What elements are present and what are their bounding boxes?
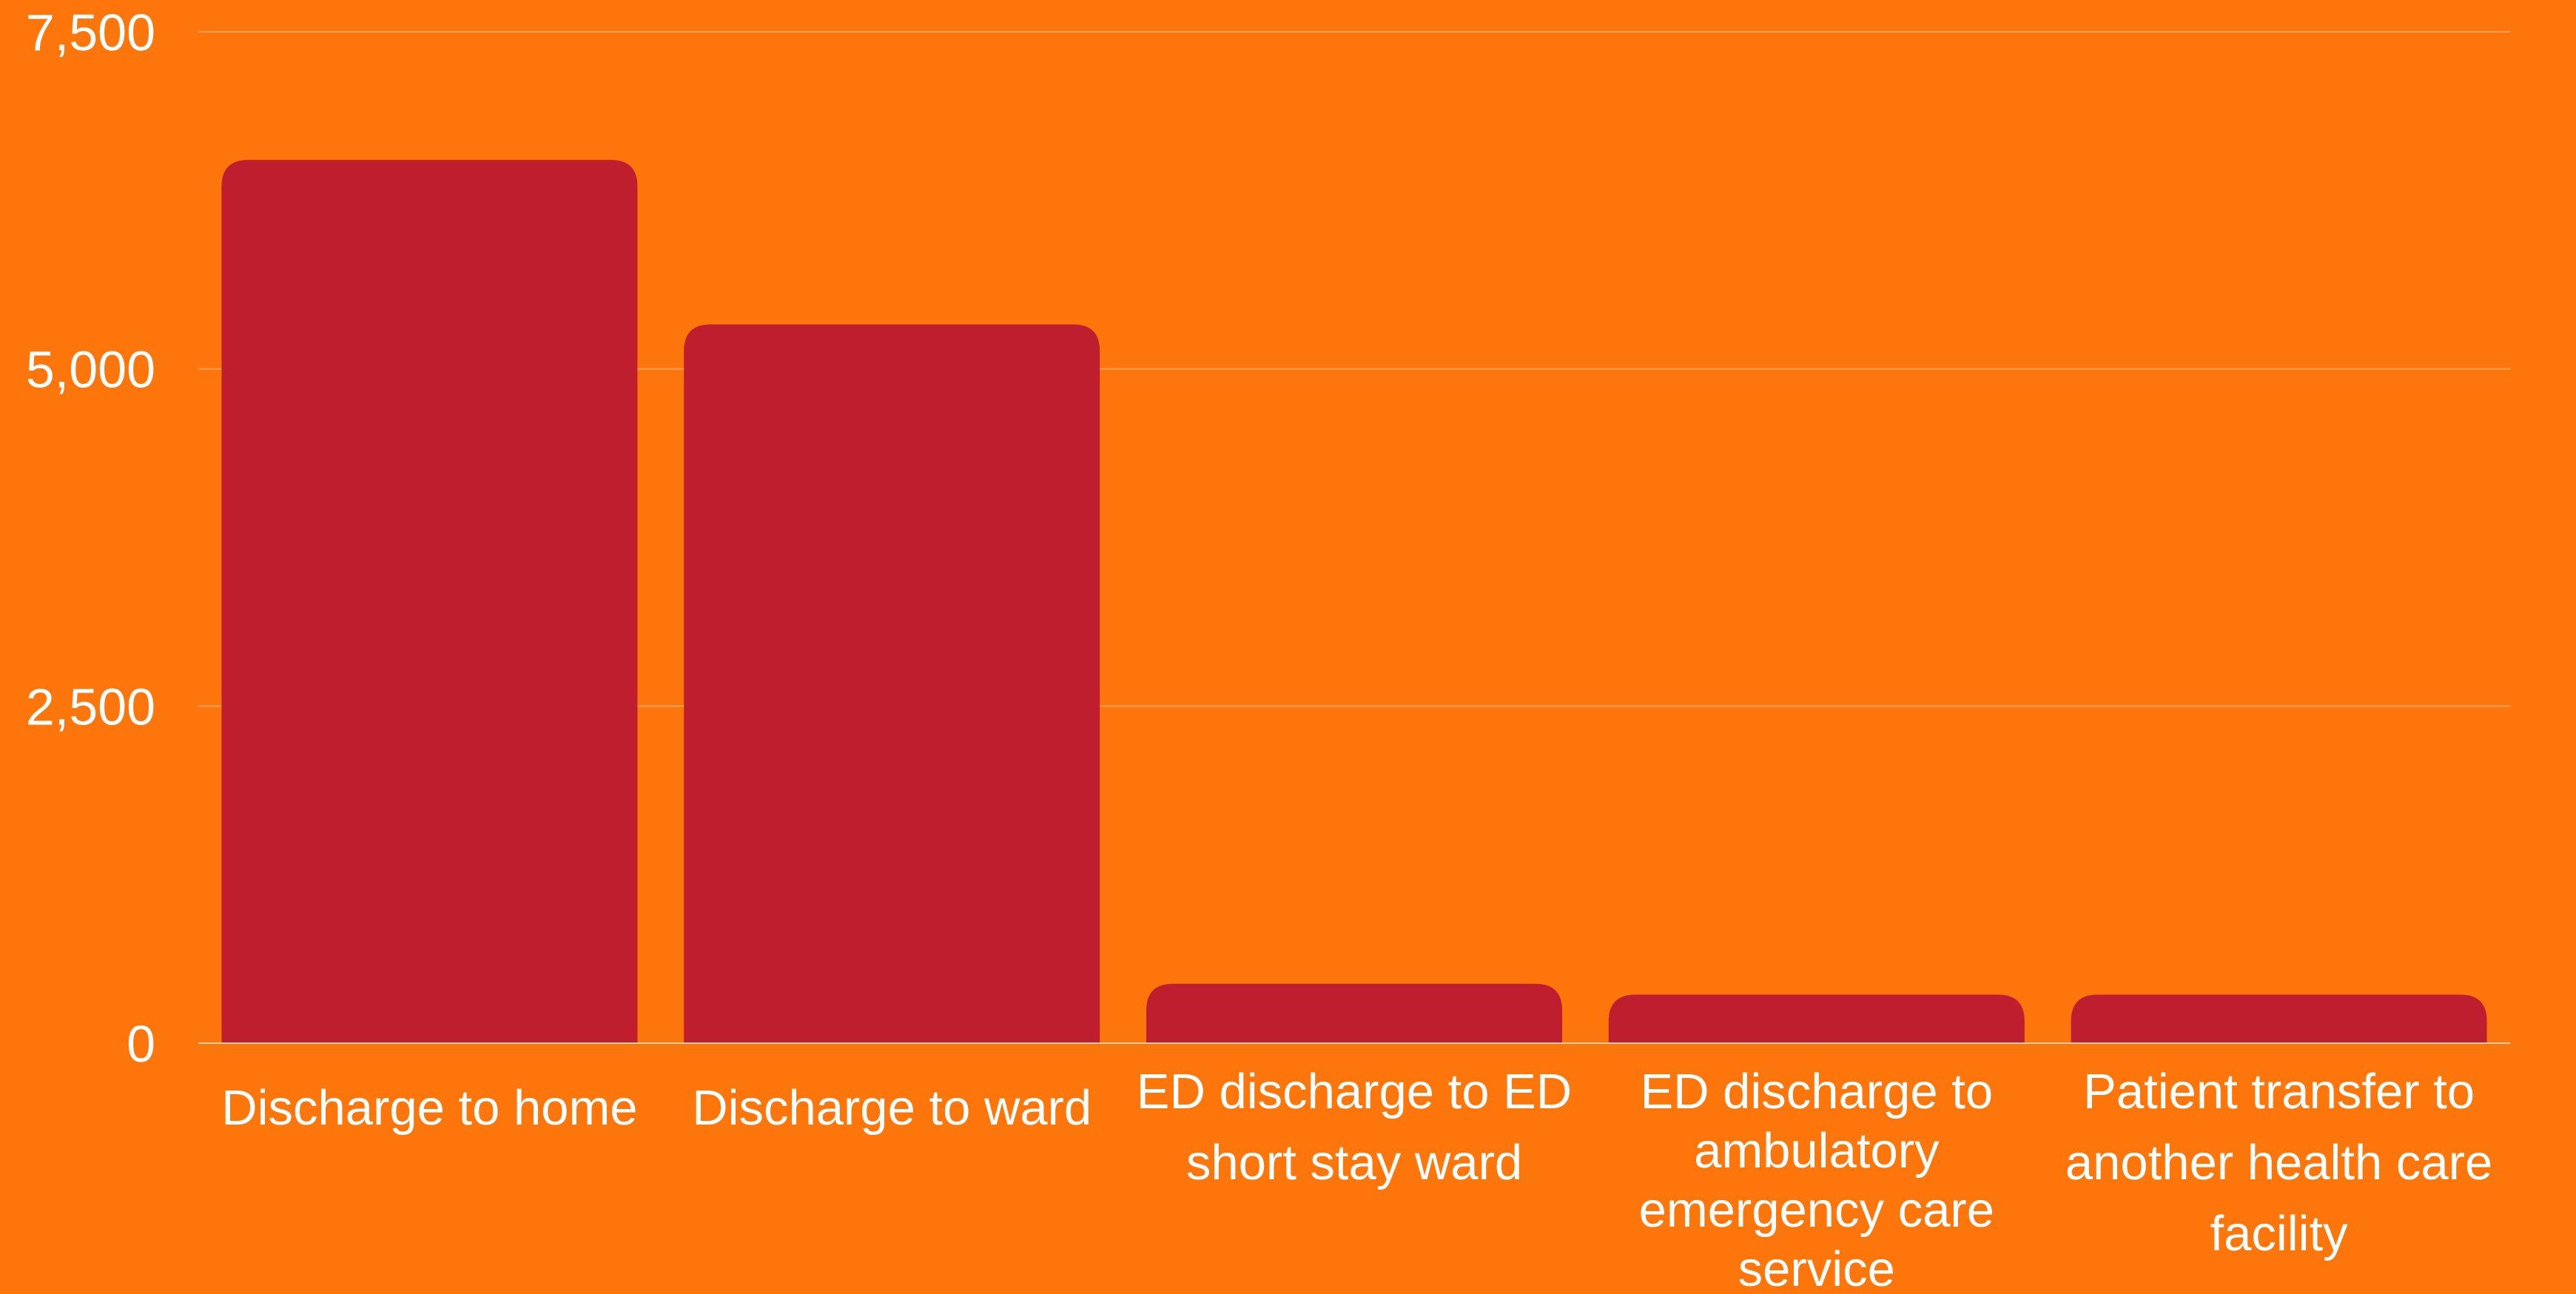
bar	[1146, 983, 1562, 1043]
bars	[221, 160, 2487, 1044]
bar	[684, 324, 1100, 1043]
y-tick-label: 0	[127, 1015, 155, 1073]
x-tick-label-line: Discharge to home	[221, 1080, 637, 1136]
x-tick-label: ED discharge to ED short stay ward	[1137, 1064, 1572, 1190]
bar	[2071, 994, 2487, 1043]
x-tick-label-line: ED discharge to	[1640, 1064, 1993, 1119]
y-tick-label: 2,500	[26, 678, 155, 735]
y-axis: 0 2,500 5,000 7,500	[26, 4, 2510, 1073]
x-tick-label-line: short stay ward	[1186, 1135, 1522, 1190]
x-tick-label: Discharge to home	[221, 1080, 637, 1136]
y-tick-label: 7,500	[26, 4, 155, 61]
bar	[1608, 994, 2025, 1043]
x-tick-label-line: another health care	[2065, 1135, 2492, 1190]
x-tick-label-line: Discharge to ward	[692, 1080, 1092, 1136]
x-tick-label-line: emergency care	[1639, 1182, 1994, 1238]
x-axis: Discharge to home Discharge to ward ED dis…	[221, 1064, 2492, 1294]
x-tick-label-line: Patient transfer to	[2083, 1064, 2475, 1119]
x-tick-label-line: ambulatory	[1694, 1123, 1940, 1179]
y-tick-label: 5,000	[26, 341, 155, 399]
x-tick-label-line: ED discharge to ED	[1137, 1064, 1572, 1119]
x-tick-label-line: service	[1738, 1241, 1895, 1290]
x-tick-label: ED discharge to ambulatory emergency care s…	[1639, 1064, 1994, 1290]
x-tick-label-line: facility	[2210, 1206, 2349, 1261]
bar	[221, 160, 638, 1044]
x-tick-label: Discharge to ward	[692, 1080, 1092, 1136]
x-tick-label: Patient transfer to another health care fa…	[2065, 1064, 2492, 1261]
